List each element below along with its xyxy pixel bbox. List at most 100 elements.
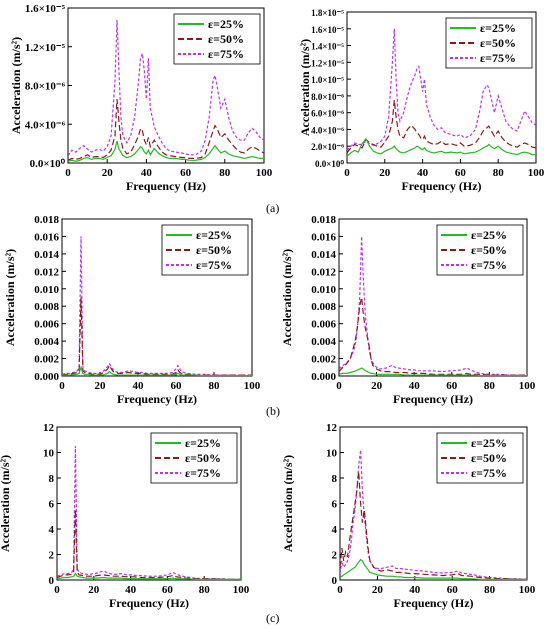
x-tick-label: 40 xyxy=(133,380,145,392)
legend-label: ε=25% xyxy=(196,228,232,242)
x-tick-label: 80 xyxy=(209,380,221,392)
x-tick-label: 100 xyxy=(244,380,261,392)
legend-label: ε=50% xyxy=(480,36,516,50)
y-tick-label: 1.2×10⁻⁵ xyxy=(311,58,344,68)
y-tick-label: 0.008 xyxy=(34,301,59,313)
y-axis-title: Acceleration (m/s²) xyxy=(280,249,294,346)
y-tick-label: 0.018 xyxy=(311,214,336,226)
y-tick-label: 0.018 xyxy=(34,214,59,226)
x-tick-label: 80 xyxy=(199,584,211,596)
x-tick-label: 20 xyxy=(102,167,114,179)
y-tick-label: 0.004 xyxy=(34,336,59,348)
x-tick-label: 80 xyxy=(484,380,496,392)
y-tick-label: 4.0×10⁻⁶ xyxy=(25,119,66,131)
series-line-50 xyxy=(340,471,527,580)
legend-label: ε=50% xyxy=(471,243,507,257)
y-tick-label: 6.0×10⁻⁶ xyxy=(311,109,344,119)
series-line-25 xyxy=(347,137,536,157)
y-tick-label: 0.010 xyxy=(34,284,59,296)
series-line-75 xyxy=(347,28,536,151)
y-tick-label: 10 xyxy=(43,448,55,460)
y-axis-title: Acceleration (m/s²) xyxy=(281,455,295,552)
y-tick-label: 0.002 xyxy=(311,354,336,366)
y-tick-label: 0.016 xyxy=(34,231,59,243)
chart-panel-2: 0 20 40 60 80 100 0.0×10⁰ 2.0×10⁻⁶ 4.0×10⁻⁶ 6.0×1… xyxy=(298,8,545,193)
x-tick-label: 20 xyxy=(371,380,383,392)
x-tick-label: 20 xyxy=(95,380,107,392)
series-line-25 xyxy=(57,572,241,580)
y-tick-label: 0.0×10⁰ xyxy=(315,159,344,169)
y-tick-label: 1.0×10⁻⁵ xyxy=(311,75,344,85)
y-tick-label: 4.0×10⁻⁶ xyxy=(311,125,344,135)
y-tick-label: 0.000 xyxy=(34,371,59,383)
x-axis-title: Frequency (Hz) xyxy=(109,596,189,610)
series-line-25 xyxy=(68,140,264,162)
y-tick-label: 0.012 xyxy=(311,266,336,278)
x-tick-label: 40 xyxy=(409,380,421,392)
series-line-50 xyxy=(339,297,527,376)
y-tick-label: 0.016 xyxy=(311,231,336,243)
x-tick-label: 60 xyxy=(180,167,192,179)
y-tick-label: 1.4×10⁻⁵ xyxy=(311,42,344,52)
chart-panel-1: 0 20 40 60 80 100 0.0×10⁰ 4.0×10⁻⁶ 8.0×10⁻⁶ 1.2×1… xyxy=(9,3,273,193)
y-axis-title: Acceleration (m/s²) xyxy=(0,455,12,552)
legend-label: ε=25% xyxy=(185,436,221,450)
series-line-50 xyxy=(62,297,252,376)
y-axis-title: Acceleration (m/s²) xyxy=(298,39,312,136)
series-line-25 xyxy=(340,558,527,580)
x-tick-label: 100 xyxy=(519,380,536,392)
x-tick-label: 80 xyxy=(493,167,505,179)
x-tick-label: 0 xyxy=(54,584,60,596)
legend-label: ε=50% xyxy=(208,32,244,46)
y-tick-label: 0.000 xyxy=(311,371,336,383)
x-tick-label: 0 xyxy=(337,584,343,596)
y-tick-label: 0.006 xyxy=(311,319,336,331)
y-tick-label: 6 xyxy=(332,499,338,511)
x-tick-label: 40 xyxy=(141,167,153,179)
chart-panel-6: 0 20 40 60 80 100 0 2 4 6 8 10 12 Frequency (Hz) Accel… xyxy=(281,422,536,610)
legend: ε=25%ε=50%ε=75% xyxy=(150,432,238,484)
x-axis-title: Frequency (Hz) xyxy=(117,392,197,406)
y-tick-label: 8 xyxy=(332,473,338,485)
series-line-50 xyxy=(347,100,536,154)
y-tick-label: 0.012 xyxy=(34,266,59,278)
y-tick-label: 6 xyxy=(49,499,55,511)
caption-a: (a) xyxy=(266,201,280,215)
legend-label: ε=75% xyxy=(471,258,507,272)
y-tick-label: 0.014 xyxy=(311,249,336,261)
legend: ε=25%ε=50%ε=75% xyxy=(436,224,524,276)
legend-label: ε=75% xyxy=(208,47,244,61)
y-axis-title: Acceleration (m/s²) xyxy=(9,37,23,134)
plot-frame xyxy=(61,218,253,377)
legend-label: ε=75% xyxy=(471,466,507,480)
x-tick-label: 60 xyxy=(446,380,458,392)
x-tick-label: 40 xyxy=(409,584,421,596)
legend-label: ε=75% xyxy=(480,51,516,65)
y-axis-title: Acceleration (m/s²) xyxy=(3,249,17,346)
x-tick-label: 40 xyxy=(417,167,429,179)
y-tick-label: 1.6×10⁻⁵ xyxy=(311,25,344,35)
x-tick-label: 0 xyxy=(336,380,342,392)
y-tick-label: 1.8×10⁻⁵ xyxy=(311,8,344,18)
legend: ε=25%ε=50%ε=75% xyxy=(445,17,533,69)
x-tick-label: 100 xyxy=(256,167,273,179)
y-tick-label: 0.008 xyxy=(311,301,336,313)
series-line-75 xyxy=(57,446,241,580)
x-axis-title: Frequency (Hz) xyxy=(393,596,473,610)
legend-label: ε=75% xyxy=(196,258,232,272)
series-line-75 xyxy=(340,449,527,580)
y-tick-label: 12 xyxy=(326,422,338,434)
caption-c: (c) xyxy=(266,611,280,625)
plot-frame xyxy=(346,11,537,164)
y-tick-label: 2 xyxy=(332,550,338,562)
plot-frame xyxy=(338,218,528,377)
y-tick-label: 0 xyxy=(49,575,55,587)
series-line-75 xyxy=(62,236,252,376)
caption-b: (b) xyxy=(266,404,280,418)
legend: ε=25%ε=50%ε=75% xyxy=(173,13,261,65)
y-tick-label: 2.0×10⁻⁶ xyxy=(311,142,344,152)
y-tick-label: 0 xyxy=(332,575,338,587)
x-tick-label: 100 xyxy=(528,167,545,179)
legend: ε=25%ε=50%ε=75% xyxy=(436,432,524,484)
